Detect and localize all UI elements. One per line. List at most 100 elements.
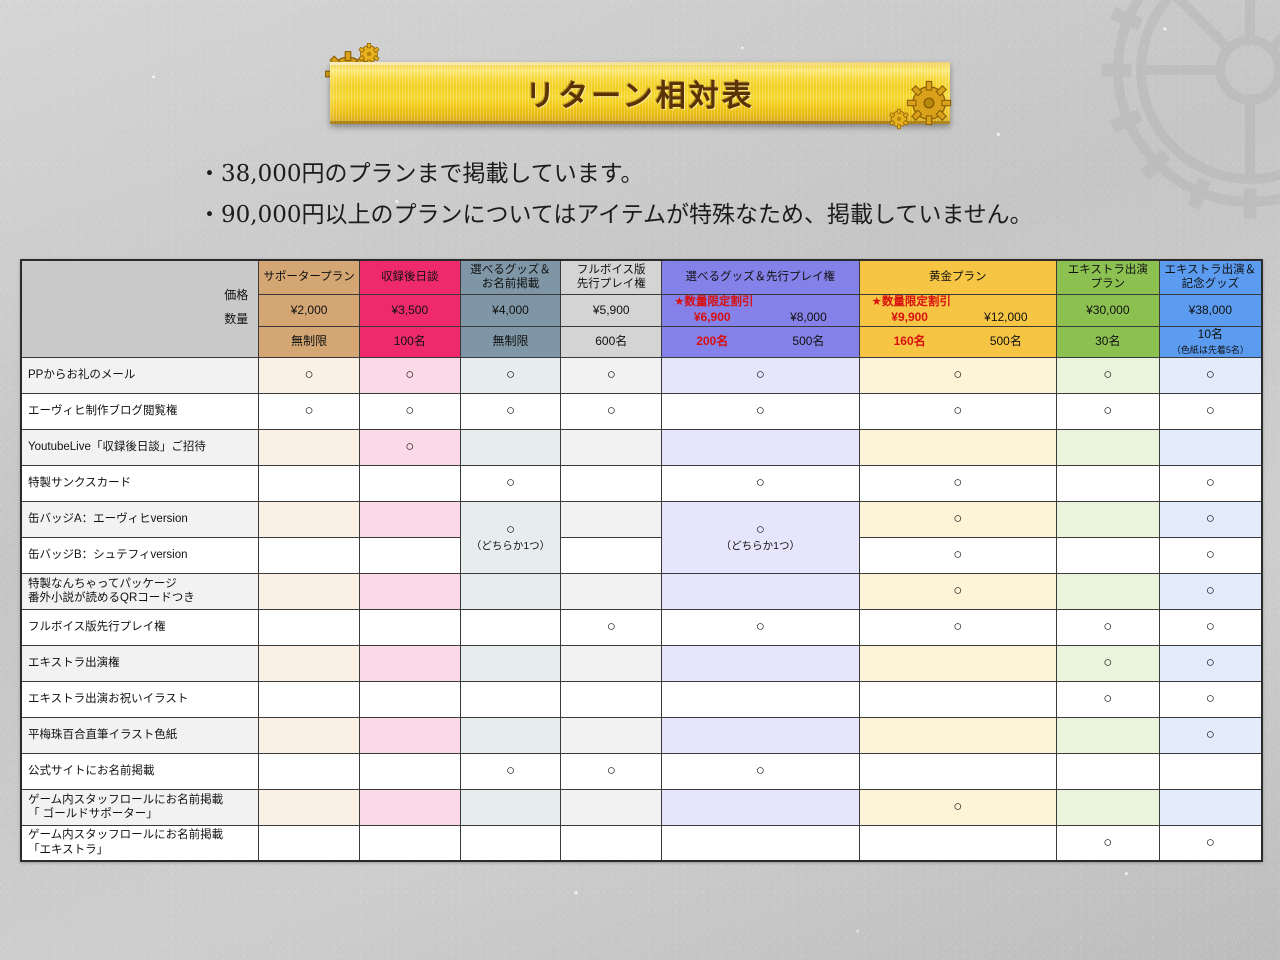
discount-label: ★数量限定割引 [674, 295, 754, 308]
check-mark: ○ [606, 402, 616, 420]
row-label-line: 「 ゴールドサポーター」 [28, 808, 158, 820]
cell-goods_name [459, 572, 562, 610]
check-mark: ○ [953, 402, 963, 420]
row-label: 公式サイトにお名前掲載 [20, 752, 260, 790]
cell-fullvoice [560, 644, 663, 682]
cell-supporter [258, 536, 360, 574]
cell-supporter [258, 428, 360, 466]
row-label-line: 番外小説が読めるQRコードつき [28, 592, 195, 604]
check-mark: ○ [1103, 402, 1113, 420]
row-label: 缶バッジA：エーヴィヒversion [20, 500, 260, 538]
table-row: 缶バッジB：シュテフィversion ○ ○ [20, 536, 1263, 574]
cell-goods_play [661, 428, 860, 466]
cell-goods_name [459, 644, 562, 682]
cell-extra: ○ [1055, 608, 1160, 646]
price-fullvoice: ¥5,900 [560, 293, 663, 327]
row-label: 特製なんちゃってパッケージ 番外小説が読めるQRコードつき [20, 572, 260, 610]
cell-supporter [258, 464, 360, 502]
quantity-value: 100名 [393, 334, 426, 348]
price-value: ¥4,000 [492, 302, 529, 317]
cell-afterparty [358, 572, 461, 610]
cell-extra_goods: ○ [1158, 644, 1263, 682]
cell-supporter [258, 680, 360, 718]
cell-gold [858, 716, 1057, 754]
cell-extra [1055, 500, 1160, 538]
table-row: YoutubeLive「収録後日談」ご招待 ○ [20, 428, 1263, 466]
cell-supporter [258, 788, 360, 826]
cell-afterparty [358, 788, 461, 826]
check-mark: ○ [953, 366, 963, 384]
cell-extra [1055, 716, 1160, 754]
check-mark: ○ [953, 618, 963, 636]
cell-supporter [258, 716, 360, 754]
cell-goods_play: ○ [661, 752, 860, 790]
column-header-fullvoice: フルボイス版 先行プレイ権 [560, 259, 663, 295]
cell-afterparty [358, 824, 461, 862]
regular-price: ¥8,000 [790, 309, 827, 324]
check-mark: ○ [505, 366, 516, 384]
column-header-line: 収録後日談 [381, 271, 439, 284]
cell-goods_play [661, 788, 860, 826]
cell-supporter: ○ [258, 392, 360, 430]
check-mark: ○ [1103, 834, 1113, 851]
check-mark: ○ [1103, 690, 1113, 708]
pick-one-note: （どちらか1つ） [470, 539, 551, 552]
gear-icon-right-small [886, 106, 912, 137]
check-mark: ○ [755, 762, 765, 780]
cell-extra [1055, 752, 1160, 790]
check-mark: ○ [953, 582, 963, 600]
cell-gold: ○ [858, 356, 1057, 394]
cell-supporter [258, 572, 360, 610]
table-row: ゲーム内スタッフロールにお名前掲載 「エキストラ」 ○ ○ [20, 824, 1263, 862]
cell-extra: ○ [1055, 356, 1160, 394]
check-mark: ○ [1205, 582, 1215, 600]
cell-extra_goods: ○ [1158, 500, 1263, 538]
cell-goods_play: ○ （どちらか1つ） [661, 500, 860, 574]
cell-afterparty [358, 680, 461, 718]
table-row: 公式サイトにお名前掲載 ○ ○ ○ [20, 752, 1263, 790]
cell-extra: ○ [1055, 680, 1160, 718]
column-header-line: 黄金プラン [928, 271, 987, 284]
check-mark: ○ [1205, 654, 1215, 672]
column-header-afterparty: 収録後日談 [358, 259, 461, 295]
column-header-line: サポータープラン [263, 271, 355, 284]
cell-gold: ○ [858, 464, 1057, 502]
price-goods_name: ¥4,000 [459, 293, 562, 327]
column-header-line: プラン [1090, 278, 1126, 291]
cell-extra [1055, 788, 1160, 826]
note-line: ・38,000円のプランまで掲載しています。 [198, 161, 644, 187]
check-mark: ○ [1205, 366, 1215, 384]
quantity-value: 無制限 [492, 334, 529, 348]
cell-gold [858, 680, 1057, 718]
cell-supporter [258, 752, 360, 790]
cell-gold: ○ [858, 500, 1057, 538]
table-row: 平梅珠百合直筆イラスト色紙 ○ [20, 716, 1263, 754]
quantity-row-label: 数量 [224, 312, 249, 327]
price-value: ¥2,000 [290, 302, 328, 317]
gear-icon-right-large [902, 76, 956, 135]
row-label-line: 特製サンクスカード [28, 476, 132, 489]
row-label-line: 缶バッジB：シュテフィversion [28, 548, 188, 561]
note-line: ・90,000円以上のプランについてはアイテムが特殊なため、掲載していません。 [198, 202, 1033, 228]
cell-gold: ○ [858, 536, 1057, 574]
row-label: 缶バッジB：シュテフィversion [20, 536, 260, 574]
cell-fullvoice [560, 500, 663, 538]
cell-fullvoice [560, 788, 663, 826]
cell-goods_name [459, 824, 562, 862]
column-header-supporter: サポータープラン [258, 259, 360, 295]
row-label-line: 缶バッジA：エーヴィヒversion [28, 512, 188, 525]
cell-extra_goods [1158, 788, 1263, 826]
pick-one-note: （どちらか1つ） [720, 539, 800, 552]
quantity-note: （色紙は先着5名） [1171, 344, 1249, 355]
cell-extra_goods [1158, 428, 1263, 466]
check-mark: ○ [405, 438, 415, 456]
cell-extra_goods: ○ [1158, 716, 1263, 754]
check-mark: ○ [304, 402, 314, 420]
notes-list: ・38,000円のプランまで掲載しています。 ・90,000円以上のプランについ… [198, 158, 1158, 240]
row-label: 平梅珠百合直筆イラスト色紙 [20, 716, 260, 754]
cell-goods_name: ○ [459, 752, 562, 790]
table-corner-cell: 価格 数量 [20, 259, 260, 358]
check-mark: ○ [1103, 618, 1113, 636]
column-header-line: エキストラ出演＆ [1164, 263, 1257, 276]
discount-price: ¥9,900 [891, 309, 928, 324]
